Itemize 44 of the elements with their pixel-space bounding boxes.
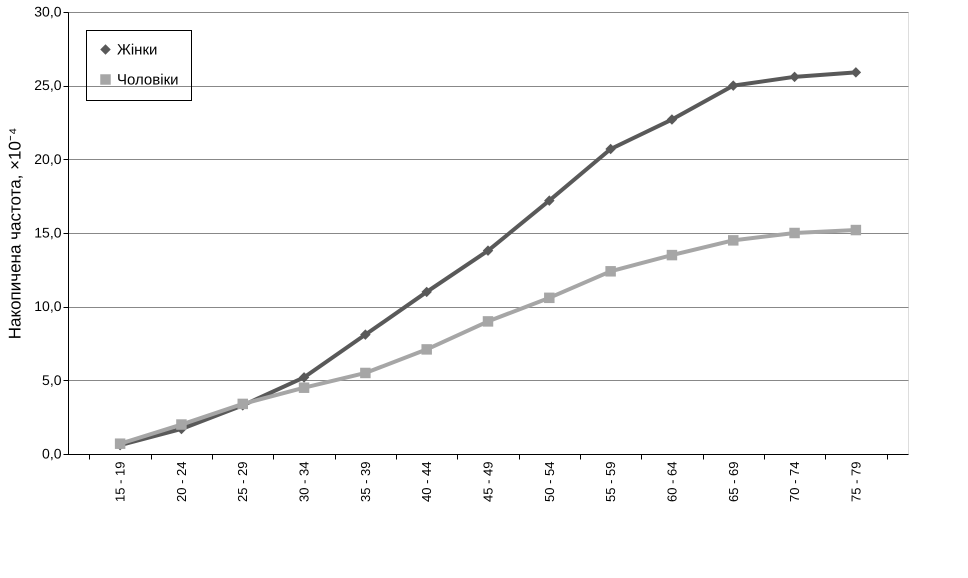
x-tick-label: 60 - 64 [664,462,680,502]
point [482,245,494,256]
y-axis-title: Накопичена частота, ×10⁻⁴ [5,128,24,340]
x-tick-label: 35 - 39 [358,462,373,502]
point [360,368,371,378]
x-tick-label: 75 - 79 [848,462,864,502]
y-tick-label: 20,0 [34,150,62,167]
x-tick-label: 40 - 44 [419,462,434,502]
y-tick-label: 25,0 [34,77,62,94]
x-tick-label: 30 - 34 [296,462,312,502]
point [298,372,310,383]
y-tick-label: 5,0 [42,372,62,388]
x-tick-label: 20 - 24 [174,462,189,502]
x-tick-label: 25 - 29 [235,462,250,502]
x-tick-label: 15 - 19 [112,462,128,502]
x-tick-label: 70 - 74 [787,462,802,502]
y-tick-label: 10,0 [34,298,62,314]
point [666,114,678,125]
point [789,72,800,82]
point [605,144,616,154]
point [850,67,862,78]
point [789,228,800,238]
point [544,195,555,206]
x-tick-label: 45 - 49 [480,462,496,502]
point [728,235,738,246]
y-tick-label: 30,0 [34,4,62,20]
x-tick-label: 50 - 54 [542,462,557,502]
x-tick-label: 55 - 59 [603,462,618,502]
point [482,316,494,327]
point [850,224,862,236]
y-tick-label: 15,0 [34,224,62,240]
point [421,344,432,355]
y-tick-label: 0,0 [42,446,62,462]
legend-label: Чоловіки [117,72,179,88]
legend-label: Жінки [117,42,158,58]
point [360,329,371,340]
point [176,419,187,430]
point [605,266,616,277]
point [421,286,432,298]
point [298,382,310,393]
point [544,292,555,304]
point [666,250,678,260]
x-tick-label: 65 - 69 [726,462,741,502]
point [728,80,738,91]
